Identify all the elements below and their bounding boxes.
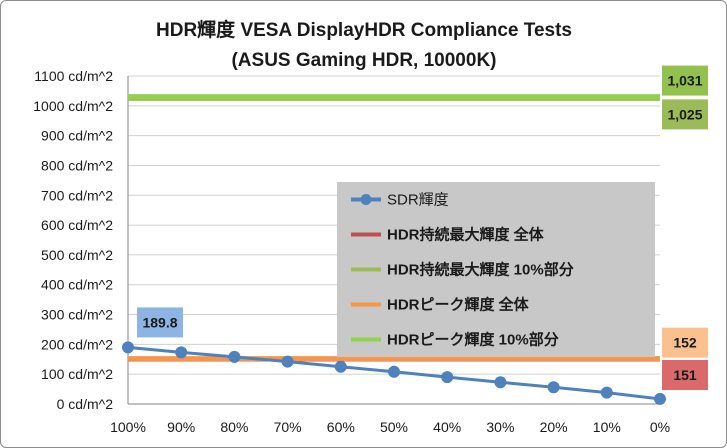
legend-entry-label: SDR輝度 bbox=[387, 192, 449, 209]
legend-entry-label: HDRピーク輝度 10%部分 bbox=[387, 331, 559, 349]
y-tick-label: 500 cd/m^2 bbox=[41, 247, 113, 263]
y-tick-label: 600 cd/m^2 bbox=[41, 217, 113, 233]
y-tick-label: 1000 cd/m^2 bbox=[33, 98, 113, 114]
data-point bbox=[494, 376, 507, 389]
data-point bbox=[600, 386, 613, 399]
data-label-box bbox=[662, 327, 708, 358]
legend-entry-label: HDRピーク輝度 全体 bbox=[387, 296, 530, 314]
legend-box bbox=[337, 182, 655, 357]
data-label: 152 bbox=[673, 335, 697, 351]
y-tick-label: 400 cd/m^2 bbox=[41, 277, 113, 293]
y-tick-label: 300 cd/m^2 bbox=[41, 307, 113, 323]
x-tick-label: 50% bbox=[380, 419, 408, 435]
data-point bbox=[281, 355, 294, 368]
data-point bbox=[388, 365, 400, 378]
y-tick-label: 1100 cd/m^2 bbox=[34, 68, 113, 84]
y-tick-label: 700 cd/m^2 bbox=[41, 187, 113, 203]
x-tick-label: 60% bbox=[327, 419, 355, 435]
x-tick-label: 100% bbox=[110, 419, 146, 435]
y-tick-label: 100 cd/m^2 bbox=[41, 366, 113, 382]
x-tick-label: 10% bbox=[593, 419, 621, 435]
x-tick-label: 0% bbox=[650, 419, 670, 435]
x-tick-label: 30% bbox=[486, 419, 514, 435]
y-tick-label: 200 cd/m^2 bbox=[41, 336, 113, 352]
chart-subtitle: (ASUS Gaming HDR, 10000K) bbox=[231, 50, 496, 71]
data-point bbox=[122, 341, 134, 354]
data-point bbox=[334, 360, 347, 373]
legend-entry-label: HDR持続最大輝度 10%部分 bbox=[387, 261, 574, 279]
y-tick-label: 800 cd/m^2 bbox=[41, 157, 113, 173]
x-tick-label: 40% bbox=[433, 419, 461, 435]
data-point bbox=[228, 350, 241, 363]
x-tick-label: 70% bbox=[274, 419, 302, 435]
x-tick-label: 20% bbox=[540, 419, 568, 435]
data-label-box bbox=[137, 307, 183, 338]
data-label: 1,031 bbox=[667, 73, 702, 89]
data-label: 151 bbox=[673, 367, 697, 383]
chart-title: HDR輝度 VESA DisplayHDR Compliance Tests bbox=[156, 18, 572, 41]
data-point bbox=[547, 381, 560, 394]
data-point bbox=[175, 346, 188, 359]
x-tick-label: 90% bbox=[167, 419, 195, 435]
data-label: 1,025 bbox=[667, 106, 702, 122]
data-point bbox=[654, 392, 666, 405]
data-label-box bbox=[662, 359, 708, 390]
legend-entry-label: HDR持続最大輝度 全体 bbox=[387, 226, 545, 244]
data-label-box bbox=[662, 65, 708, 96]
y-tick-label: 0 cd/m^2 bbox=[57, 396, 114, 412]
legend-marker bbox=[360, 194, 372, 205]
data-label: 189.8 bbox=[142, 314, 177, 330]
x-tick-label: 80% bbox=[220, 419, 248, 435]
data-point bbox=[441, 371, 454, 384]
data-label-box bbox=[662, 99, 708, 130]
y-tick-label: 900 cd/m^2 bbox=[41, 128, 113, 144]
